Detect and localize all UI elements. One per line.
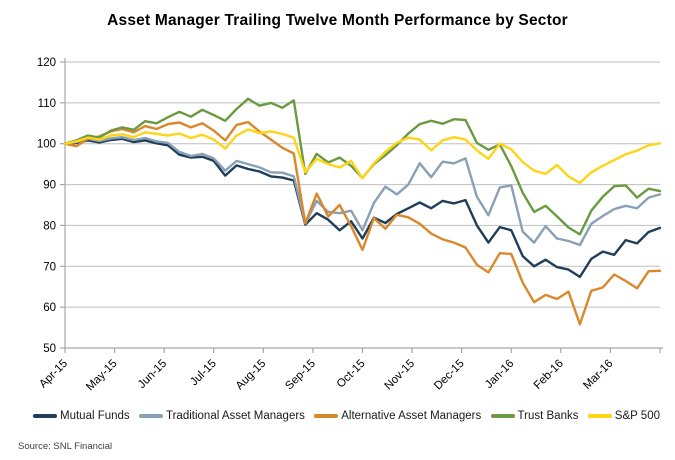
y-axis-label: 120 xyxy=(37,57,56,69)
legend-label: Mutual Funds xyxy=(60,410,130,422)
legend-item-mutual-funds: Mutual Funds xyxy=(33,410,130,422)
y-axis-label: 70 xyxy=(43,261,56,273)
x-axis-label: Jun-15 xyxy=(136,358,169,391)
legend-swatch xyxy=(314,414,339,418)
series-line-alternative-asset-managers xyxy=(63,120,662,326)
series-line-trust-banks xyxy=(63,97,662,236)
source-note: Source: SNL Financial xyxy=(18,441,113,452)
chart-title: Asset Manager Trailing Twelve Month Perf… xyxy=(107,12,568,29)
y-axis-label: 110 xyxy=(38,98,56,110)
y-axis-label: 60 xyxy=(43,302,56,314)
legend-item-trust-banks: Trust Banks xyxy=(490,410,579,422)
series-line-s-p-500 xyxy=(63,128,662,185)
legend-swatch xyxy=(490,414,515,418)
x-axis-label: Aug-15 xyxy=(234,358,269,393)
x-axis-label: Sep-15 xyxy=(283,358,318,393)
legend-swatch xyxy=(139,414,163,418)
y-axis-label: 100 xyxy=(37,139,56,151)
series-line-traditional-asset-managers xyxy=(63,135,662,247)
x-axis-label: Dec-15 xyxy=(432,358,467,393)
legend-item-traditional-asset-managers: Traditional Asset Managers xyxy=(139,410,305,422)
x-axis-label: Jan-16 xyxy=(483,358,516,391)
legend-label: Traditional Asset Managers xyxy=(166,410,305,422)
legend-label: S&P 500 xyxy=(614,410,660,422)
y-axis-label: 90 xyxy=(43,180,56,192)
x-axis-label: Feb-16 xyxy=(532,358,566,392)
legend-swatch xyxy=(33,414,57,418)
legend-item-s-p-500: S&P 500 xyxy=(587,410,660,422)
legend-label: Alternative Asset Managers xyxy=(341,410,482,422)
x-axis-label: Jul-15 xyxy=(188,358,219,389)
x-axis-label: Apr-15 xyxy=(37,358,70,391)
x-axis-label: Mar-16 xyxy=(581,358,615,392)
y-axis-label: 80 xyxy=(43,220,56,232)
x-axis-label: Nov-15 xyxy=(383,358,418,393)
x-axis-label: Oct-15 xyxy=(335,358,368,391)
legend-swatch xyxy=(587,414,612,418)
y-axis-label: 50 xyxy=(43,343,56,355)
x-axis-label: May-15 xyxy=(84,358,120,394)
chart-legend: Mutual Funds Traditional Asset Managers Al… xyxy=(0,410,675,422)
legend-label: Trust Banks xyxy=(517,410,579,422)
legend-item-alternative-asset-managers: Alternative Asset Managers xyxy=(314,410,481,422)
series-line-mutual-funds xyxy=(63,137,662,279)
